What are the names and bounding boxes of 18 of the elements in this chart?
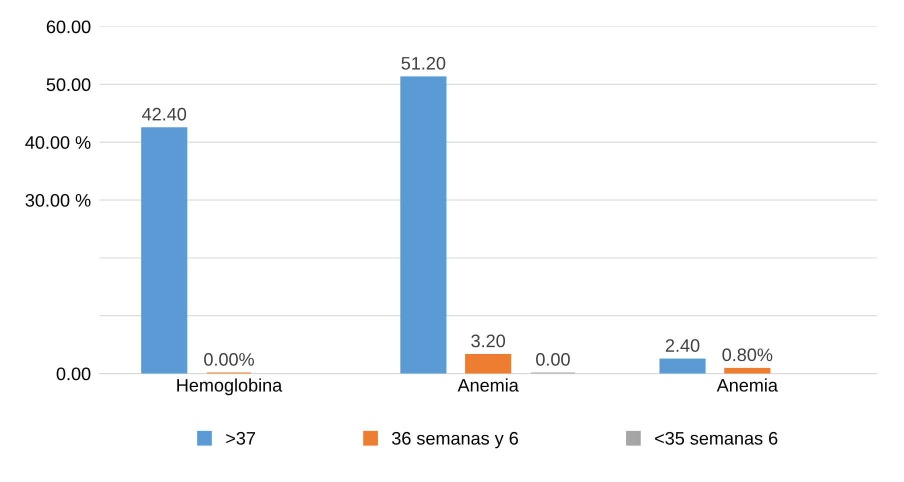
y-tick-label: 0.00 [56, 367, 90, 380]
data-label: 0.80% [722, 348, 772, 362]
x-tick-label: Anemia [458, 378, 519, 392]
y-tick-label: 60.00 [46, 20, 90, 34]
data-label: 2.40 [666, 339, 700, 352]
y-tick-label: 30.00 % [26, 194, 90, 207]
y-tick-label: 50.00 [46, 78, 90, 92]
legend-label: >37 [226, 432, 255, 445]
data-label: 0.00% [204, 353, 254, 366]
x-tick-label: Anemia [716, 378, 778, 392]
x-tick-label: Hemoglobina [177, 378, 282, 396]
data-label: 51.20 [402, 56, 446, 70]
legend-label: 36 semanas y 6 [392, 432, 518, 448]
data-label: 0.00 [536, 353, 570, 366]
legend-label: <35 semanas 6 [655, 432, 778, 445]
y-tick-label: 40.00 % [25, 136, 90, 149]
data-label: 42.40 [142, 108, 186, 121]
data-label: 3.20 [471, 334, 506, 348]
